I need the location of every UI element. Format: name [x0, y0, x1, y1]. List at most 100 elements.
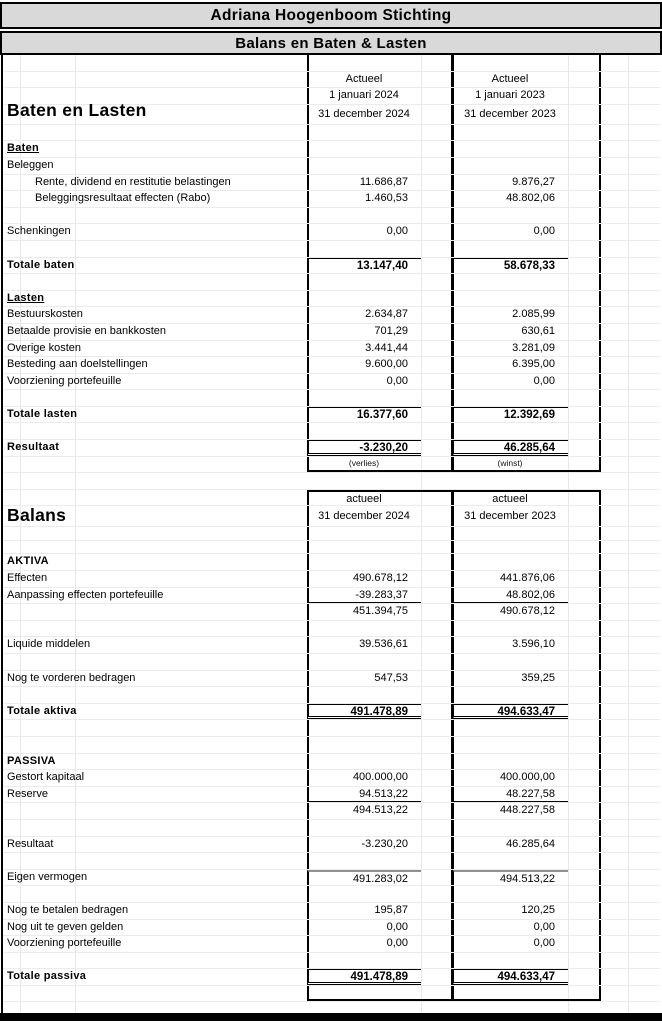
- value-2024: 94.513,22: [307, 786, 421, 803]
- right-margin-cell: [601, 55, 660, 71]
- row-blank: 451.394,75 490.678,12: [3, 604, 660, 621]
- spacer-cell: [421, 307, 453, 323]
- row-blank: [3, 55, 660, 72]
- row-label: [3, 274, 307, 290]
- value-2024: [307, 886, 421, 902]
- right-margin-cell: [601, 621, 660, 637]
- row-nog-te-betalen-bedragen: Nog te betalen bedragen 195,87 120,25: [3, 902, 660, 920]
- row-blank: [3, 274, 660, 291]
- value-2024: [307, 952, 421, 969]
- spacer-cell: [421, 770, 453, 786]
- value-2024: -3.230,20: [307, 836, 421, 853]
- value-2024: [307, 654, 421, 670]
- spacer-cell: [568, 141, 601, 157]
- row-rente-dividend-en-restitutie-belastingen: Rente, dividend en restitutie belastinge…: [3, 174, 660, 192]
- value-2024: [307, 736, 421, 753]
- value-2024: 451.394,75: [307, 604, 421, 620]
- value-2023: 0,00: [453, 224, 568, 240]
- right-margin-cell: [601, 307, 660, 323]
- spacer-cell: [421, 720, 453, 736]
- spacer-cell: [421, 869, 453, 886]
- right-margin-cell: [601, 490, 660, 506]
- row-label: [3, 423, 307, 439]
- right-margin-cell: [601, 588, 660, 604]
- spacer-cell: [421, 819, 453, 836]
- right-margin-cell: [601, 423, 660, 439]
- value-2023: [453, 240, 568, 257]
- spacer-cell: [421, 157, 453, 174]
- value-2024: [307, 141, 421, 157]
- row-label: [3, 457, 307, 473]
- row-beleggingsresultaat-effecten-rabo: Beleggingsresultaat effecten (Rabo) 1.460…: [3, 191, 660, 208]
- row-besteding-aan-doelstellingen: Besteding aan doelstellingen 9.600,00 6.39…: [3, 357, 660, 374]
- row-label: Totale passiva: [7, 970, 87, 983]
- value-2023: 630,61: [453, 323, 568, 340]
- row-baten-en-lasten: Baten en Lasten 31 december 2024 31 decemb…: [3, 99, 660, 125]
- row-voorziening-portefeuille: Voorziening portefeuille 0,00 0,00: [3, 936, 660, 953]
- row-blank: [3, 620, 660, 638]
- spacer-cell: [568, 224, 601, 240]
- row-label: Baten: [7, 142, 40, 155]
- spacer-cell: [568, 886, 601, 902]
- row-label: Baten en Lasten: [7, 99, 147, 120]
- row-blank: [3, 720, 660, 737]
- spacer-cell: [421, 274, 453, 290]
- value-2023: 48.802,06: [453, 587, 568, 604]
- row-label: [3, 527, 307, 540]
- spacer-cell: [421, 952, 453, 969]
- row-schenkingen: Schenkingen 0,00 0,00: [3, 224, 660, 241]
- value-2023: [453, 124, 568, 141]
- spacer-cell: [568, 104, 601, 124]
- value-2024: [307, 853, 421, 869]
- value-2024: 491.478,89: [307, 969, 421, 985]
- spacer-cell: [421, 506, 453, 527]
- right-margin-cell: [601, 1002, 660, 1013]
- value-2024: 491.478,89: [307, 703, 421, 720]
- right-margin-cell: [601, 541, 660, 554]
- spacer-cell: [568, 174, 601, 191]
- right-margin-cell: [601, 837, 660, 853]
- row-blank: [3, 207, 660, 225]
- spacer-cell: [421, 687, 453, 703]
- right-margin-cell: [601, 191, 660, 207]
- value-2023: [453, 274, 568, 290]
- row-label: [3, 687, 307, 703]
- row-label: [3, 490, 307, 506]
- row-label: [3, 604, 307, 620]
- row-beleggen: Beleggen: [3, 157, 660, 175]
- row-totale-baten: Totale baten 13.147,40 58.678,33: [3, 257, 660, 275]
- value-2024: [307, 124, 421, 141]
- right-margin-cell: [601, 457, 660, 473]
- value-2024: 3.441,44: [307, 340, 421, 357]
- row-balans: Balans 31 december 2024 31 december 2023: [3, 505, 660, 528]
- spacer-cell: [568, 654, 601, 670]
- row-totale-passiva: Totale passiva 491.478,89 494.633,47: [3, 969, 660, 986]
- value-2023: (winst): [453, 456, 568, 473]
- spacer-cell: [421, 902, 453, 919]
- row-blank: Actueel Actueel: [3, 71, 660, 89]
- spacer-cell: [568, 124, 601, 141]
- row-label: [3, 241, 307, 257]
- spacer-cell: [421, 985, 453, 1002]
- spacer-cell: [421, 620, 453, 637]
- spacer-cell: [421, 853, 453, 869]
- spacer-cell: [568, 506, 601, 527]
- value-2024: [307, 1002, 421, 1013]
- right-margin-cell: [601, 720, 660, 736]
- spacer-cell: [568, 423, 601, 440]
- row-label: [3, 737, 307, 753]
- value-2023: 46.285,64: [453, 440, 568, 456]
- row-nog-uit-te-geven-gelden: Nog uit te geven gelden 0,00 0,00: [3, 919, 660, 937]
- spacer-cell: [568, 703, 601, 720]
- row-blank: (verlies) (winst): [3, 456, 660, 474]
- row-label: Effecten: [7, 572, 48, 585]
- value-2024: [307, 473, 421, 489]
- spacer-cell: [568, 473, 601, 489]
- spacer-cell: [568, 323, 601, 340]
- spacer-cell: [421, 357, 453, 373]
- row-label: Beleggen: [7, 158, 54, 171]
- right-margin-cell: [601, 158, 660, 174]
- value-2023: [453, 390, 568, 406]
- right-margin-cell: [601, 737, 660, 753]
